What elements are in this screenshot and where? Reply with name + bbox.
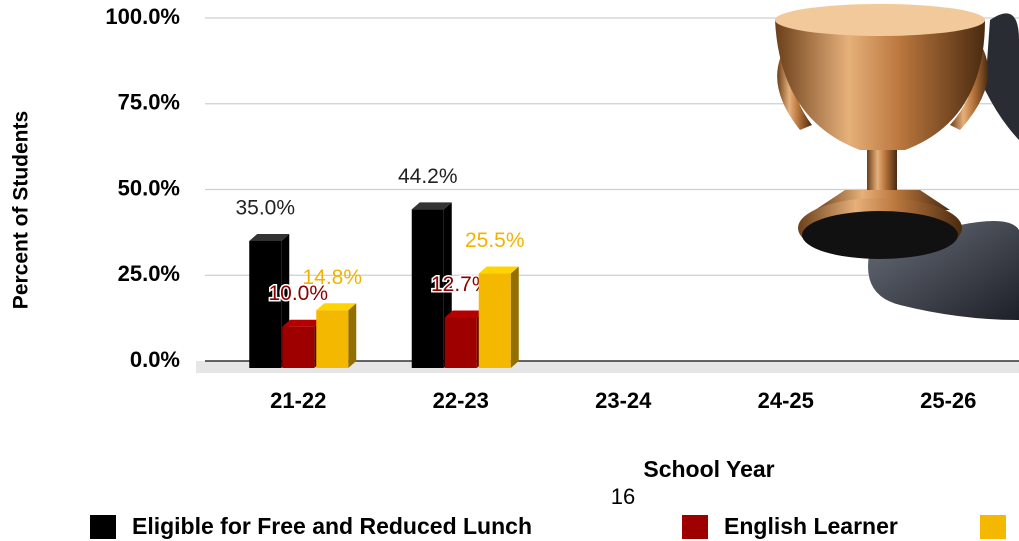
x-tick-label: 21-22 (270, 388, 326, 413)
bar (249, 240, 282, 368)
bar (282, 326, 315, 368)
floor (196, 361, 1019, 373)
x-axis-title: School Year (643, 456, 774, 482)
x-tick-label: 22-23 (433, 388, 489, 413)
legend-swatch (980, 515, 1006, 539)
bar-top (282, 319, 323, 327)
y-tick-label: 75.0% (118, 90, 180, 115)
legend-swatch (90, 515, 116, 539)
bar-side (510, 266, 519, 368)
y-tick-label: 0.0% (130, 347, 180, 372)
x-tick-label: 24-25 (758, 388, 814, 413)
trophy-image (775, 4, 1019, 320)
y-tick-label: 25.0% (118, 261, 180, 286)
bar-top (478, 266, 519, 274)
y-axis-title: Percent of Students (10, 111, 33, 309)
legend-label: Eligible for Free and Reduced Lunch (132, 513, 532, 539)
data-label: 25.5% (465, 229, 525, 252)
legend-label: English Learner (724, 513, 898, 539)
plot-area: 0.0% 25.0% 50.0% 75.0% 100.0% 21-22 22-23 23-24… (105, 4, 1019, 413)
bar-top (316, 303, 357, 311)
data-label: 14.8% (302, 266, 362, 289)
bar (316, 310, 349, 368)
legend: Eligible for Free and Reduced Lunch Engli… (90, 513, 1006, 539)
bar-side (348, 303, 357, 368)
data-label: 44.2% (398, 165, 458, 188)
data-label: 10.0% (268, 282, 328, 305)
bar (478, 273, 511, 368)
bar (411, 209, 444, 368)
bar-top (444, 310, 485, 318)
bar (444, 317, 477, 368)
y-tick-label: 50.0% (118, 175, 180, 200)
x-tick-label: 23-24 (595, 388, 652, 413)
bar-top (249, 233, 290, 241)
page-number: 16 (611, 484, 635, 509)
y-tick-label: 100.0% (105, 4, 180, 29)
bar-top (411, 202, 452, 210)
data-label: 35.0% (235, 196, 295, 219)
legend-swatch (682, 515, 708, 539)
x-tick-label: 25-26 (920, 388, 976, 413)
